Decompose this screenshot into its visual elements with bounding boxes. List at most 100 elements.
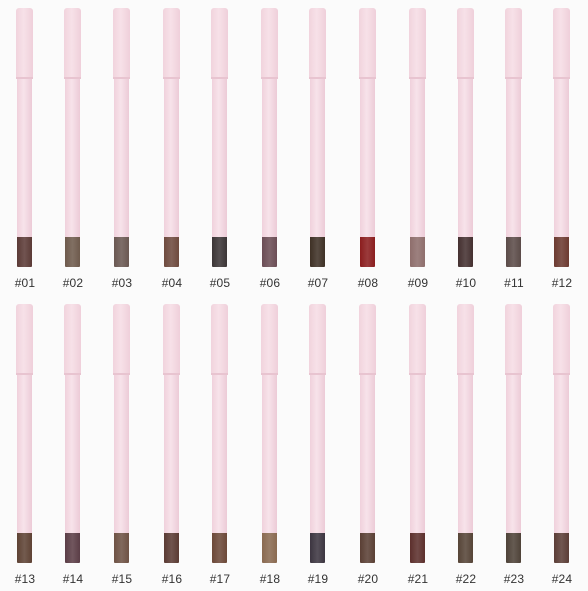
shade-label: #11 [504, 276, 524, 290]
pencil-barrel [554, 79, 569, 237]
pencil-cap [16, 304, 33, 374]
pencil-barrel [458, 375, 473, 533]
lip-liner-pencil: #23 [497, 296, 541, 591]
pencil-barrel [17, 79, 32, 237]
lip-liner-pencil: #03 [105, 0, 149, 295]
pencil-color-tip [262, 533, 277, 563]
shade-label: #13 [14, 572, 36, 586]
pencil-cap [409, 304, 426, 374]
pencil-cap-seam [553, 373, 570, 375]
lip-liner-pencil: #13 [8, 296, 52, 591]
pencil-barrel [506, 375, 521, 533]
pencil-color-tip [410, 533, 425, 563]
pencil-row-1: #01 #02 #03 #04 #05 #06 #07 #08 #09 #10 #11 #12 [0, 0, 588, 295]
shade-label: #02 [62, 276, 84, 290]
pencil-barrel [360, 79, 375, 237]
pencil-color-tip [458, 237, 473, 267]
pencil-cap-seam [457, 77, 474, 79]
pencil-cap-seam [113, 77, 130, 79]
pencil-cap [505, 304, 522, 374]
pencil-cap [409, 8, 426, 78]
pencil-color-tip [212, 237, 227, 267]
pencil-cap [457, 8, 474, 78]
shade-label: #21 [407, 572, 429, 586]
pencil-barrel [212, 375, 227, 533]
shade-label: #16 [161, 572, 183, 586]
pencil-barrel [262, 79, 277, 237]
pencil-cap-seam [359, 77, 376, 79]
pencil-color-tip [65, 237, 80, 267]
pencil-barrel [458, 79, 473, 237]
pencil-cap-seam [261, 373, 278, 375]
pencil-cap [359, 304, 376, 374]
pencil-barrel [410, 375, 425, 533]
lip-liner-pencil: #22 [449, 296, 493, 591]
pencil-barrel [310, 375, 325, 533]
pencil-color-tip [360, 237, 375, 267]
pencil-barrel [360, 375, 375, 533]
shade-label: #08 [357, 276, 379, 290]
shade-label: #01 [14, 276, 36, 290]
lip-liner-pencil: #12 [545, 0, 588, 295]
pencil-cap [309, 304, 326, 374]
shade-label: #22 [455, 572, 477, 586]
shade-label: #17 [209, 572, 231, 586]
pencil-cap [309, 8, 326, 78]
pencil-color-tip [114, 237, 129, 267]
pencil-cap [553, 304, 570, 374]
pencil-cap [163, 304, 180, 374]
shade-label: #04 [161, 276, 183, 290]
shade-label: #18 [259, 572, 281, 586]
pencil-barrel [212, 79, 227, 237]
pencil-cap [113, 8, 130, 78]
pencil-color-tip [360, 533, 375, 563]
pencil-cap-seam [505, 373, 522, 375]
pencil-cap-seam [163, 77, 180, 79]
pencil-cap [64, 304, 81, 374]
pencil-color-tip [17, 533, 32, 563]
pencil-cap [16, 8, 33, 78]
pencil-cap-seam [505, 77, 522, 79]
pencil-row-2: #13 #14 #15 #16 #17 #18 #19 #20 #21 #22 #23 #24 [0, 296, 588, 591]
pencil-barrel [65, 375, 80, 533]
shade-label: #03 [111, 276, 133, 290]
pencil-cap [359, 8, 376, 78]
pencil-cap-seam [359, 373, 376, 375]
lip-liner-pencil: #01 [8, 0, 52, 295]
pencil-cap [553, 8, 570, 78]
pencil-color-tip [114, 533, 129, 563]
pencil-cap [261, 8, 278, 78]
pencil-color-tip [310, 533, 325, 563]
lip-liner-pencil: #11 [497, 0, 541, 295]
shade-label: #07 [307, 276, 329, 290]
pencil-cap-seam [457, 373, 474, 375]
lip-liner-pencil: #21 [401, 296, 445, 591]
lip-liner-pencil: #14 [56, 296, 100, 591]
pencil-cap [505, 8, 522, 78]
lip-liner-pencil: #10 [449, 0, 493, 295]
pencil-cap-seam [309, 77, 326, 79]
lip-liner-pencil: #05 [203, 0, 247, 295]
lip-liner-pencil: #15 [105, 296, 149, 591]
lip-liner-pencil: #24 [545, 296, 588, 591]
pencil-cap-seam [409, 373, 426, 375]
pencil-cap-seam [16, 77, 33, 79]
shade-label: #19 [307, 572, 329, 586]
pencil-cap [211, 8, 228, 78]
shade-label: #12 [551, 276, 573, 290]
pencil-color-tip [212, 533, 227, 563]
pencil-barrel [310, 79, 325, 237]
pencil-cap-seam [163, 373, 180, 375]
pencil-color-tip [554, 237, 569, 267]
pencil-barrel [554, 375, 569, 533]
pencil-cap [64, 8, 81, 78]
pencil-cap-seam [409, 77, 426, 79]
pencil-cap [163, 8, 180, 78]
pencil-barrel [262, 375, 277, 533]
pencil-barrel [410, 79, 425, 237]
pencil-color-tip [310, 237, 325, 267]
pencil-color-tip [506, 237, 521, 267]
pencil-cap [457, 304, 474, 374]
pencil-cap [211, 304, 228, 374]
shade-label: #24 [551, 572, 573, 586]
